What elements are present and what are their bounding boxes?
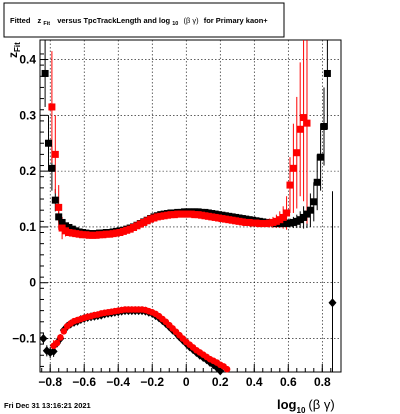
y-tick-label: 0.4 bbox=[19, 53, 36, 67]
plot-frame bbox=[39, 39, 342, 373]
axis-ticks bbox=[40, 53, 332, 372]
data-point-square bbox=[41, 69, 49, 77]
data-point-square bbox=[286, 181, 294, 189]
y-tick-label: 0.2 bbox=[19, 164, 36, 178]
y-tick-label: −0.1 bbox=[12, 332, 36, 346]
data-point-square bbox=[283, 209, 291, 217]
x-tick-label: 0.4 bbox=[246, 375, 263, 389]
data-point-square bbox=[48, 164, 56, 172]
data-point-square bbox=[306, 206, 314, 214]
data-point-circle bbox=[53, 339, 61, 347]
title-z: z bbox=[38, 16, 42, 25]
y-tick-label: 0 bbox=[29, 276, 36, 290]
data-point-square bbox=[310, 198, 318, 206]
x-tick-label: 0 bbox=[183, 375, 190, 389]
tick-labels: −0.8 −0.6 −0.4 −0.2 0 0.2 0.4 0.6 0.8 −0.1 0 0.1 0.2… bbox=[12, 53, 331, 389]
data-point-circle bbox=[223, 365, 231, 373]
data-point-square bbox=[313, 178, 321, 186]
x-tick-label: 0.8 bbox=[314, 375, 331, 389]
title-frame bbox=[3, 2, 285, 38]
title-prefix: Fitted bbox=[10, 16, 31, 25]
title-mid: versus TpcTrackLength and log bbox=[57, 16, 170, 25]
y-tick-label: 0.3 bbox=[19, 108, 36, 122]
data-point-square bbox=[303, 210, 311, 218]
data-point-square bbox=[289, 164, 297, 172]
data-point-square bbox=[300, 114, 308, 122]
data-point-square bbox=[55, 213, 63, 221]
data-point-circle bbox=[60, 327, 68, 335]
y-axis-label: zFit bbox=[6, 42, 22, 58]
x-tick-label: 0.6 bbox=[280, 375, 297, 389]
data-point-square bbox=[51, 196, 59, 204]
data-point-circle bbox=[57, 334, 64, 341]
x-tick-label: −0.4 bbox=[106, 375, 130, 389]
x-tick-label: −0.6 bbox=[72, 375, 96, 389]
data-point-square bbox=[323, 69, 331, 77]
data-point-square bbox=[48, 103, 56, 111]
title-paren: (β γ) bbox=[183, 16, 199, 25]
title-z-sub: Fit bbox=[43, 21, 50, 27]
data-point-square bbox=[279, 213, 287, 221]
data-point-square bbox=[320, 122, 328, 130]
data-point-diamond bbox=[49, 346, 58, 356]
y-tick-label: 0.1 bbox=[19, 220, 36, 234]
title-suffix: for Primary kaon+ bbox=[204, 16, 269, 25]
data-point-square bbox=[293, 149, 301, 157]
svg-text:Fitted z Fit: Fitted z Fit versus TpcTrackLength and l… bbox=[10, 16, 268, 27]
title-log-sub: 10 bbox=[172, 21, 178, 27]
x-tick-label: −0.2 bbox=[140, 375, 164, 389]
data-point-square bbox=[296, 125, 304, 133]
grid bbox=[40, 40, 341, 372]
title-box: Fitted z Fit versus TpcTrackLength and l… bbox=[3, 2, 285, 38]
x-axis-label: log10 (β γ) bbox=[277, 397, 335, 414]
data-point-square bbox=[317, 153, 325, 161]
x-tick-label: 0.2 bbox=[212, 375, 229, 389]
data-point-square bbox=[55, 203, 63, 211]
x-tick-label: −0.8 bbox=[38, 375, 62, 389]
data-point-diamond bbox=[328, 298, 337, 308]
data-point-square bbox=[45, 139, 53, 147]
data-point-diamond bbox=[39, 334, 48, 344]
data-point-square bbox=[303, 119, 311, 127]
data-markers bbox=[39, 69, 337, 376]
footer-timestamp: Fri Dec 31 13:16:21 2021 bbox=[4, 401, 91, 410]
data-point-square bbox=[51, 150, 59, 158]
